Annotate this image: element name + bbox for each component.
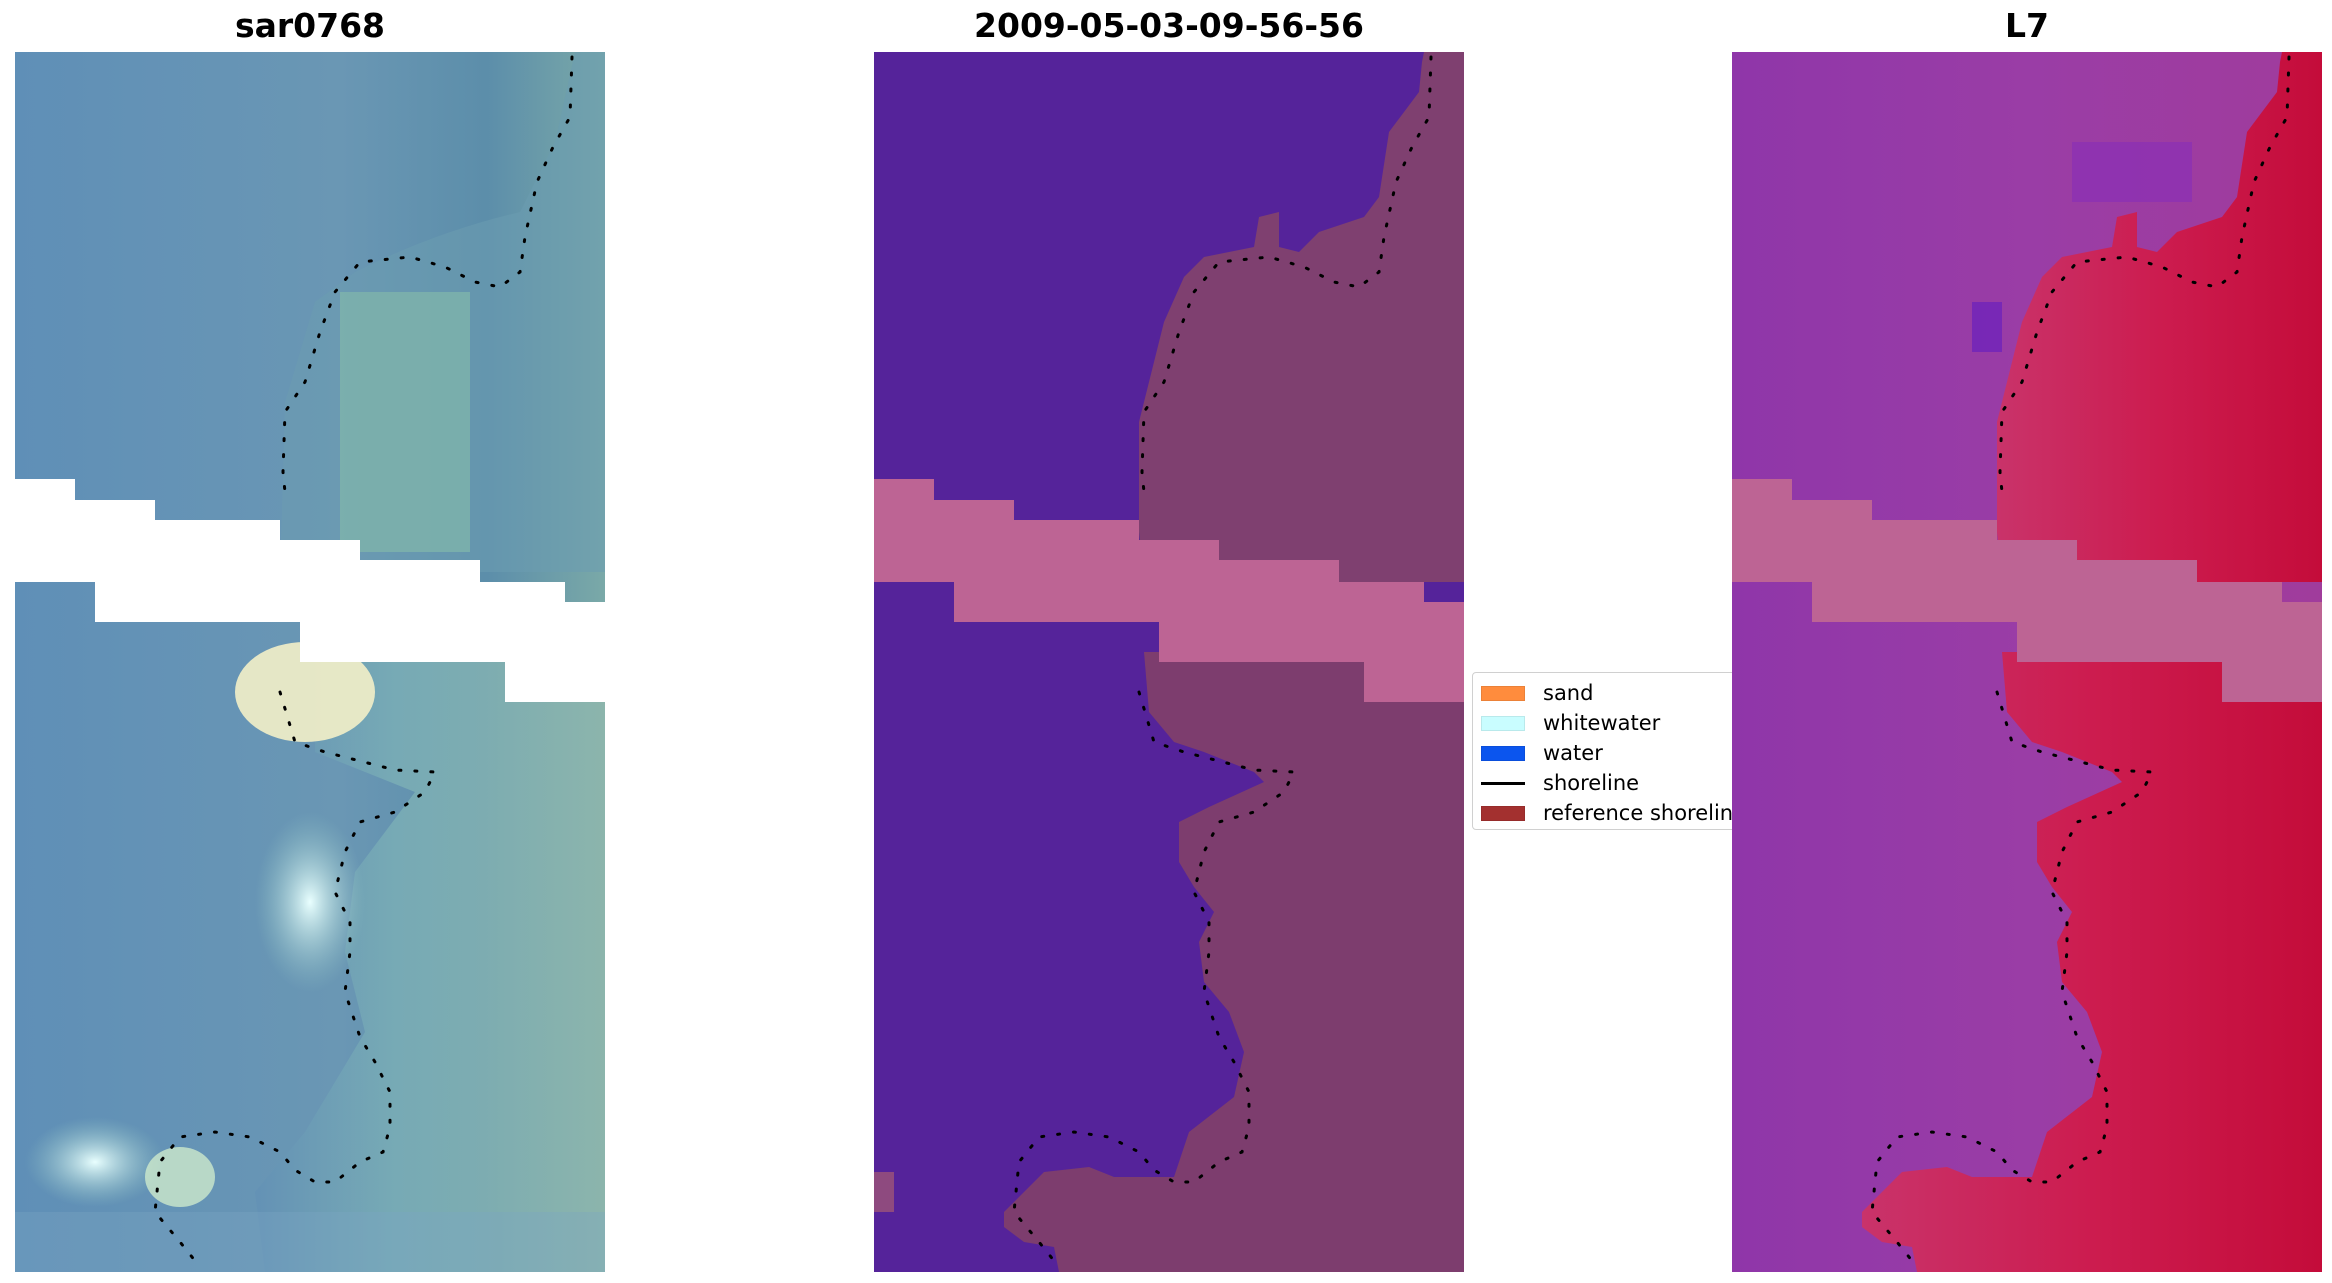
legend-item-shoreline: shoreline (1481, 769, 1639, 797)
legend-swatch-water (1481, 745, 1525, 761)
rgb-sand-patch-2 (145, 1147, 215, 1207)
index-shoreline-dots (1870, 55, 2291, 1269)
legend-swatch-whitewater (1481, 715, 1525, 731)
legend-label-water: water (1543, 741, 1603, 765)
class-land-upper (1139, 52, 1464, 582)
class-shoreline-dots (1012, 55, 1433, 1269)
classification-panel (874, 52, 1464, 1272)
rgb-nodata-band (15, 479, 605, 702)
legend-item-whitewater: whitewater (1481, 709, 1660, 737)
index-panel (1732, 52, 2322, 1272)
legend-label-whitewater: whitewater (1543, 711, 1661, 735)
legend-item-reference-shoreline: reference shoreline (1481, 799, 1746, 827)
legend-label-shoreline: shoreline (1543, 771, 1640, 795)
class-land-lower (1004, 652, 1464, 1272)
classification-image (874, 52, 1464, 1272)
index-image (1732, 52, 2322, 1272)
panel-title-classification: 2009-05-03-09-56-56 (974, 6, 1364, 45)
rgb-land-lower (255, 662, 605, 1272)
rgb-image (15, 52, 605, 1272)
legend-item-sand: sand (1481, 679, 1593, 707)
legend-label-sand: sand (1543, 681, 1594, 705)
legend-swatch-shoreline (1481, 781, 1525, 785)
legend-swatch-reference-shoreline (1481, 805, 1525, 821)
rgb-image-panel (15, 52, 605, 1272)
index-land-lower (1862, 652, 2322, 1272)
class-nodata-band (874, 479, 1464, 702)
rgb-whitewater-patch (255, 812, 365, 992)
rgb-bright-sand-patch (235, 642, 375, 742)
legend-label-reference-shoreline: reference shoreline (1543, 801, 1747, 825)
legend: sand whitewater water shoreline referenc… (1472, 672, 1746, 830)
rgb-bottom-shade (15, 1212, 605, 1272)
class-land-fragment (874, 1172, 894, 1212)
index-nodata-band (1732, 479, 2322, 702)
index-dark-patch (2072, 142, 2192, 202)
rgb-land-patch (340, 292, 470, 552)
rgb-whitewater-patch-2 (25, 1117, 165, 1207)
index-dark-patch-2 (1972, 302, 2002, 352)
legend-item-water: water (1481, 739, 1603, 767)
legend-swatch-sand (1481, 685, 1525, 701)
panel-title-rgb: sar0768 (234, 6, 386, 45)
index-land-upper (1997, 52, 2322, 582)
panel-title-index: L7 (2005, 6, 2049, 45)
rgb-shoreline-dots (153, 55, 574, 1269)
